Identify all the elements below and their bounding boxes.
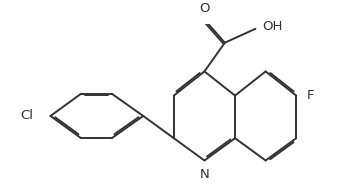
Text: Cl: Cl xyxy=(20,110,33,122)
Text: F: F xyxy=(306,89,314,102)
Text: O: O xyxy=(199,2,210,15)
Text: N: N xyxy=(199,168,209,181)
Text: OH: OH xyxy=(262,20,282,33)
